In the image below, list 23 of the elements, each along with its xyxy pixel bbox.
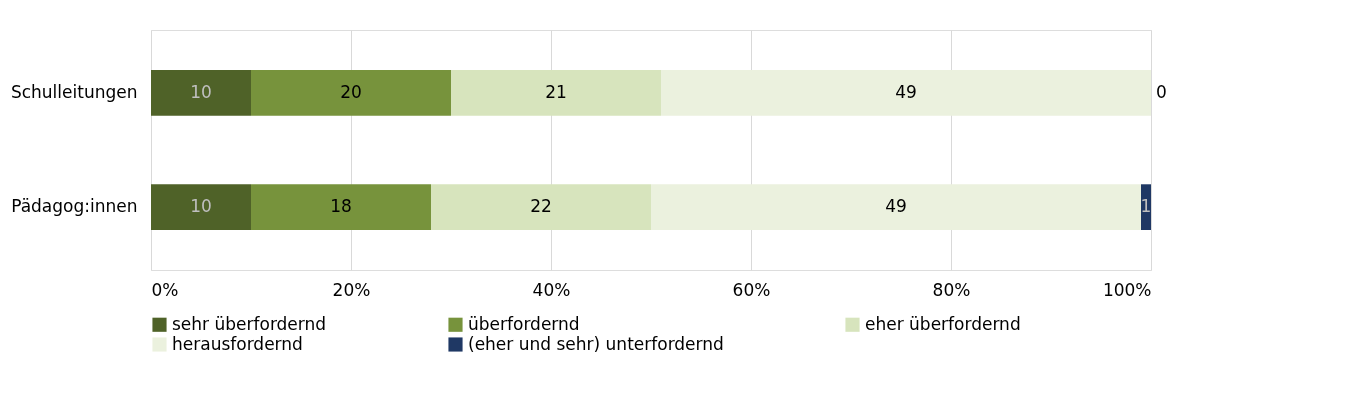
- data-label: 22: [530, 196, 552, 217]
- y-tick-label: Pädagog:innen: [11, 196, 138, 217]
- legend-label: sehr überfordernd: [172, 313, 327, 334]
- x-tick-label: 20%: [332, 279, 371, 300]
- x-tick-label: 100%: [1102, 279, 1152, 300]
- y-tick-label: Schulleitungen: [10, 81, 138, 102]
- legend-label: herausfordernd: [172, 333, 303, 354]
- data-label: 0: [1156, 81, 1167, 102]
- data-label: 10: [190, 81, 212, 102]
- legend-label: (eher und sehr) unterfordernd: [468, 333, 724, 354]
- data-label: 10: [190, 196, 212, 217]
- data-label: 20: [340, 81, 362, 102]
- data-label: 49: [895, 81, 917, 102]
- data-label: 18: [330, 196, 352, 217]
- x-tick-label: 80%: [932, 279, 971, 300]
- x-tick-label: 40%: [532, 279, 571, 300]
- data-label: 1: [1140, 196, 1152, 217]
- x-tick-label: 60%: [732, 279, 771, 300]
- data-label: 21: [545, 81, 567, 102]
- x-tick-label: 0%: [151, 279, 179, 300]
- legend-label: eher überfordernd: [865, 313, 1021, 334]
- legend-label: überfordernd: [468, 313, 580, 334]
- data-label: 49: [885, 196, 907, 217]
